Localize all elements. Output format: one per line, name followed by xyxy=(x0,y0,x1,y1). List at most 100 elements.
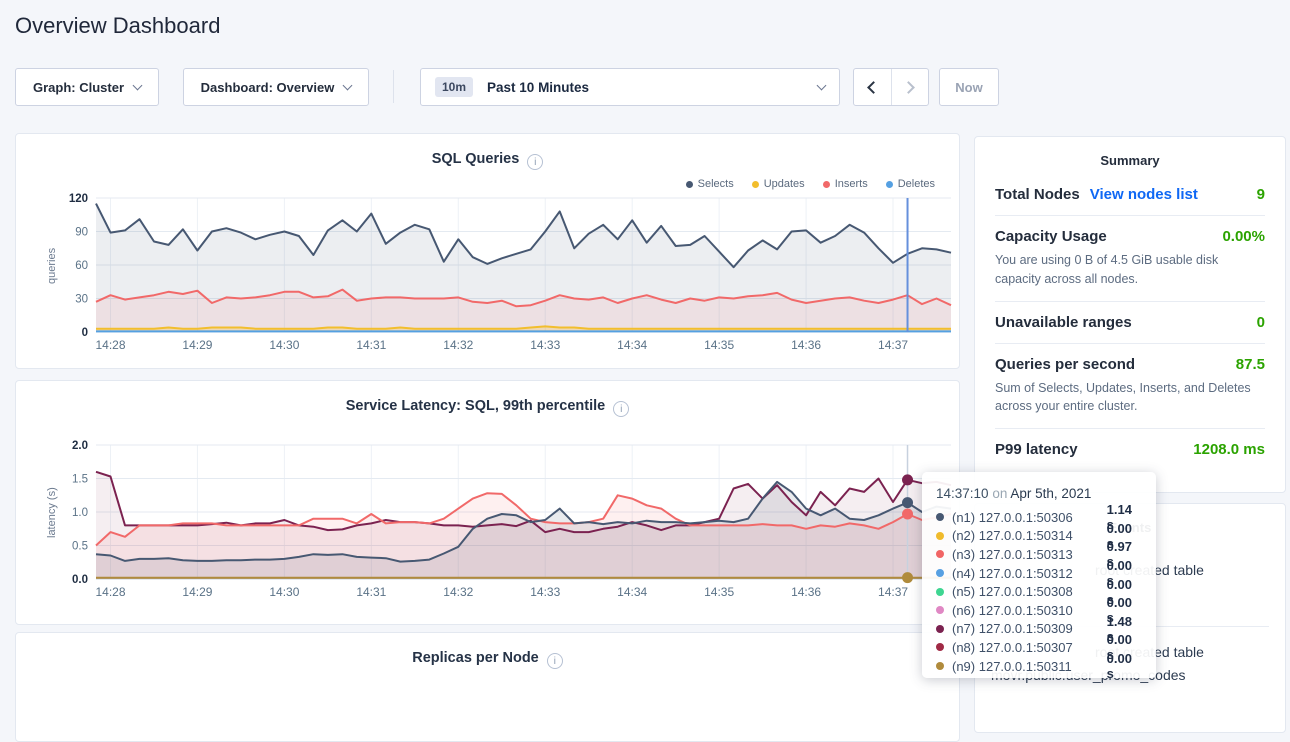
svg-text:14:31: 14:31 xyxy=(356,338,386,352)
svg-text:14:34: 14:34 xyxy=(617,585,647,599)
info-icon[interactable] xyxy=(613,401,629,417)
service-latency-title-text: Service Latency: SQL, 99th percentile xyxy=(346,398,606,414)
svg-text:0.0: 0.0 xyxy=(72,574,88,586)
hover-point xyxy=(902,497,913,508)
tooltip-date: Apr 5th, 2021 xyxy=(1010,486,1091,501)
time-range-badge: 10m xyxy=(435,77,473,97)
info-icon[interactable] xyxy=(547,653,563,669)
summary-rows: Total NodesView nodes list9Capacity Usag… xyxy=(975,174,1285,470)
summary-row-label: Queries per second xyxy=(995,356,1135,373)
summary-row-top: Queries per second 87.5 xyxy=(995,356,1265,373)
svg-text:0: 0 xyxy=(82,327,88,339)
svg-text:14:29: 14:29 xyxy=(182,338,212,352)
tooltip-node-address: (n2) 127.0.0.1:50314 xyxy=(952,528,1107,543)
summary-row-value: 0 xyxy=(1257,314,1265,331)
summary-row-value: 1208.0 ms xyxy=(1193,441,1265,458)
svg-text:90: 90 xyxy=(75,227,88,239)
chevron-down-icon xyxy=(343,81,353,91)
prev-range-button[interactable] xyxy=(854,69,891,105)
time-range-picker[interactable]: 10m Past 10 Minutes xyxy=(420,68,840,106)
summary-row-value: 9 xyxy=(1257,186,1265,203)
svg-text:2.0: 2.0 xyxy=(72,440,88,452)
tooltip-conjunction: on xyxy=(992,486,1007,501)
summary-row-top: Unavailable ranges 0 xyxy=(995,314,1265,331)
service-latency-chart[interactable]: 14:2814:2914:3014:3114:3214:3314:3414:35… xyxy=(16,433,961,611)
summary-panel: Summary Total NodesView nodes list9Capac… xyxy=(974,136,1286,493)
tooltip-node-address: (n6) 127.0.0.1:50310 xyxy=(952,603,1107,618)
time-nav-buttons xyxy=(853,68,929,106)
svg-text:1.5: 1.5 xyxy=(72,474,88,486)
replicas-per-node-panel: Replicas per Node xyxy=(15,632,960,742)
svg-text:1.0: 1.0 xyxy=(72,507,88,519)
chevron-left-icon xyxy=(867,81,880,94)
sql-queries-panel: SQL Queries SelectsUpdatesInsertsDeletes… xyxy=(15,133,960,369)
summary-row-top: Capacity Usage0.00% xyxy=(995,228,1265,245)
tooltip-row: (n9) 127.0.0.1:503110.00 s xyxy=(936,657,1142,676)
svg-text:0.5: 0.5 xyxy=(72,541,88,553)
chevron-down-icon xyxy=(817,81,827,91)
tooltip-node-address: (n9) 127.0.0.1:50311 xyxy=(952,659,1107,674)
sql-queries-title: SQL Queries xyxy=(16,134,959,170)
summary-row-value: 87.5 xyxy=(1236,356,1265,373)
tooltip-rows: (n1) 127.0.0.1:503061.14 s(n2) 127.0.0.1… xyxy=(936,508,1142,675)
svg-text:14:35: 14:35 xyxy=(704,585,734,599)
tooltip-timestamp: 14:37:10 on Apr 5th, 2021 xyxy=(936,486,1142,501)
node-color-dot-icon xyxy=(936,513,944,521)
summary-row-label: Capacity Usage xyxy=(995,228,1107,245)
node-color-dot-icon xyxy=(936,569,944,577)
svg-text:14:36: 14:36 xyxy=(791,338,821,352)
summary-row-description: You are using 0 B of 4.5 GiB usable disk… xyxy=(995,251,1265,289)
dashboard-dropdown[interactable]: Dashboard: Overview xyxy=(183,68,369,106)
node-color-dot-icon xyxy=(936,550,944,558)
node-color-dot-icon xyxy=(936,643,944,651)
hover-point xyxy=(902,572,913,583)
next-range-button xyxy=(891,69,929,105)
svg-text:14:29: 14:29 xyxy=(182,585,212,599)
sql-queries-chart[interactable]: 14:2814:2914:3014:3114:3214:3314:3414:35… xyxy=(16,186,961,364)
tooltip-node-address: (n3) 127.0.0.1:50313 xyxy=(952,547,1107,562)
info-icon[interactable] xyxy=(527,154,543,170)
svg-text:14:37: 14:37 xyxy=(878,585,908,599)
replicas-per-node-title-text: Replicas per Node xyxy=(412,650,539,666)
svg-text:14:31: 14:31 xyxy=(356,585,386,599)
page-title: Overview Dashboard xyxy=(15,13,220,39)
node-color-dot-icon xyxy=(936,588,944,596)
hover-point xyxy=(902,509,913,520)
summary-row: P99 latency 1208.0 ms xyxy=(995,429,1265,470)
summary-row-top: P99 latency 1208.0 ms xyxy=(995,441,1265,458)
svg-text:14:34: 14:34 xyxy=(617,338,647,352)
svg-text:14:33: 14:33 xyxy=(530,338,560,352)
svg-text:30: 30 xyxy=(75,294,88,306)
node-color-dot-icon xyxy=(936,606,944,614)
service-latency-title: Service Latency: SQL, 99th percentile xyxy=(16,381,959,417)
chevron-down-icon xyxy=(133,81,143,91)
node-color-dot-icon xyxy=(936,662,944,670)
tooltip-time: 14:37:10 xyxy=(936,486,989,501)
svg-text:14:30: 14:30 xyxy=(269,338,299,352)
graph-dropdown[interactable]: Graph: Cluster xyxy=(15,68,159,106)
tooltip-node-address: (n4) 127.0.0.1:50312 xyxy=(952,566,1107,581)
now-button[interactable]: Now xyxy=(939,68,999,106)
summary-row-description: Sum of Selects, Updates, Inserts, and De… xyxy=(995,379,1265,417)
chevron-right-icon xyxy=(902,81,915,94)
tooltip-node-address: (n8) 127.0.0.1:50307 xyxy=(952,640,1107,655)
summary-row: Unavailable ranges 0 xyxy=(995,302,1265,344)
summary-row-label: P99 latency xyxy=(995,441,1078,458)
summary-row-top: Total NodesView nodes list9 xyxy=(995,186,1265,203)
controls-divider xyxy=(393,70,394,103)
svg-text:14:30: 14:30 xyxy=(269,585,299,599)
view-nodes-list-link[interactable]: View nodes list xyxy=(1090,186,1198,203)
summary-header: Summary xyxy=(975,137,1285,168)
svg-text:14:35: 14:35 xyxy=(704,338,734,352)
replicas-per-node-title: Replicas per Node xyxy=(16,633,959,669)
tooltip-node-value: 0.00 s xyxy=(1107,651,1142,681)
graph-dropdown-label: Graph: Cluster xyxy=(33,80,124,95)
tooltip-node-address: (n7) 127.0.0.1:50309 xyxy=(952,621,1107,636)
tooltip-node-address: (n1) 127.0.0.1:50306 xyxy=(952,510,1107,525)
chart-hover-tooltip: 14:37:10 on Apr 5th, 2021 (n1) 127.0.0.1… xyxy=(922,472,1156,678)
svg-text:60: 60 xyxy=(75,260,88,272)
summary-row-label: Unavailable ranges xyxy=(995,314,1132,331)
summary-row: Total NodesView nodes list9 xyxy=(995,174,1265,216)
summary-row: Queries per second 87.5 Sum of Selects, Up… xyxy=(995,344,1265,430)
svg-text:120: 120 xyxy=(69,193,88,205)
